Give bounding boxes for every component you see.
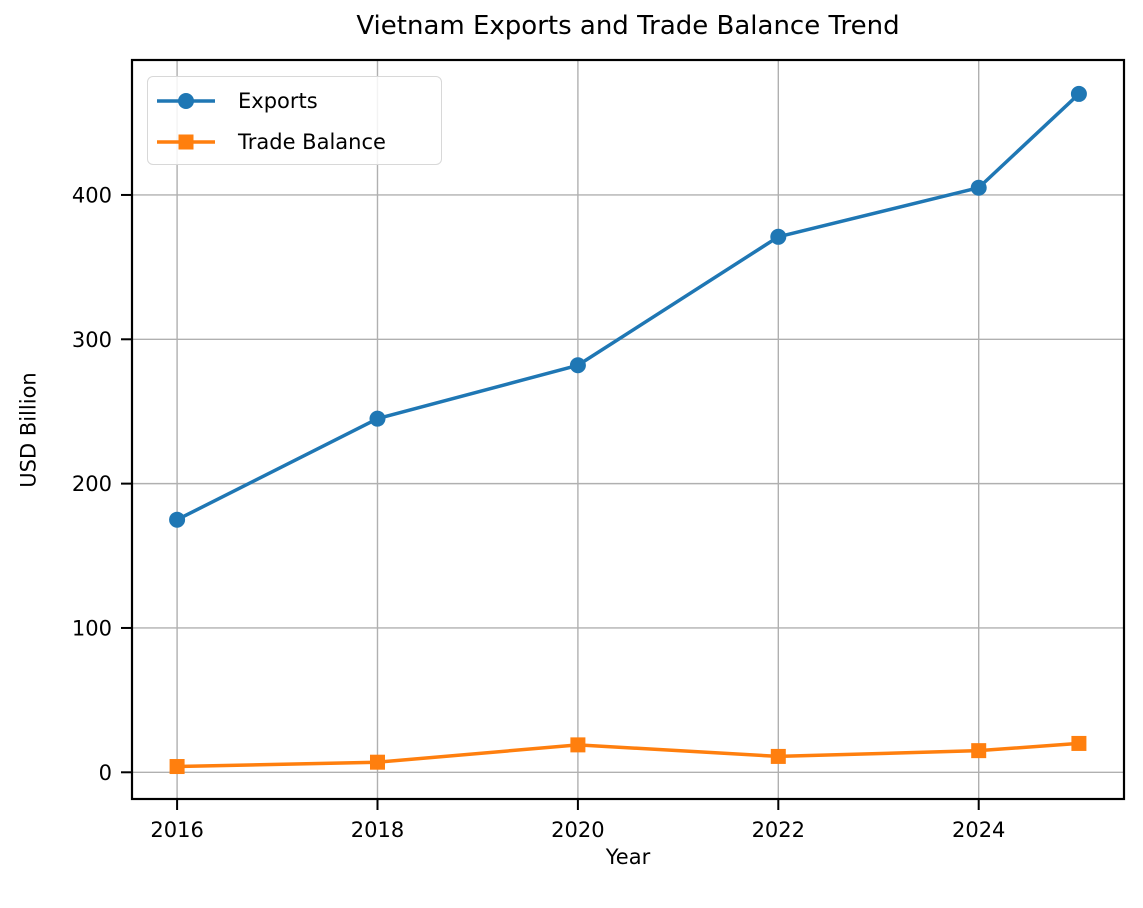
trade-balance-line [175,741,1081,769]
legend-sample-marker [178,92,194,109]
y-tick-label: 300 [72,328,112,352]
trade-balance-legend-swatch-icon [157,134,215,149]
x-tick-label: 2022 [752,818,805,842]
legend: Exports Trade Balance [147,76,442,165]
legend-sample-marker [178,134,194,149]
x-axis-label: Year [605,845,651,869]
legend-label: Exports [238,88,318,113]
exports-point [970,179,987,196]
legend-item-exports: Exports [155,80,441,121]
exports-legend-swatch-icon [157,92,215,109]
exports-line [175,92,1081,522]
trade-balance-point [1071,735,1087,751]
exports-point [770,228,787,245]
exports-point [169,511,186,528]
legend-label: Trade Balance [238,129,386,154]
y-tick-label: 400 [72,183,112,207]
y-tick-label: 200 [72,472,112,496]
trade-balance-point [369,754,385,770]
x-tick-label: 2020 [551,818,604,842]
trade-balance-point [570,737,586,753]
legend-item-trade-balance: Trade Balance [155,121,441,162]
exports-point [1070,85,1087,102]
x-tick-label: 2024 [952,818,1005,842]
x-tick-label: 2018 [351,818,404,842]
trade-balance-point [169,759,185,775]
exports-point [369,410,386,427]
trade-balance-point [971,743,987,759]
exports-point [569,357,586,374]
trade-balance-point [770,748,786,764]
y-tick-label: 0 [99,761,112,785]
x-tick-label: 2016 [150,818,203,842]
y-tick-label: 100 [72,616,112,640]
chart-title: Vietnam Exports and Trade Balance Trend [356,11,900,41]
plot-border [130,58,1126,801]
